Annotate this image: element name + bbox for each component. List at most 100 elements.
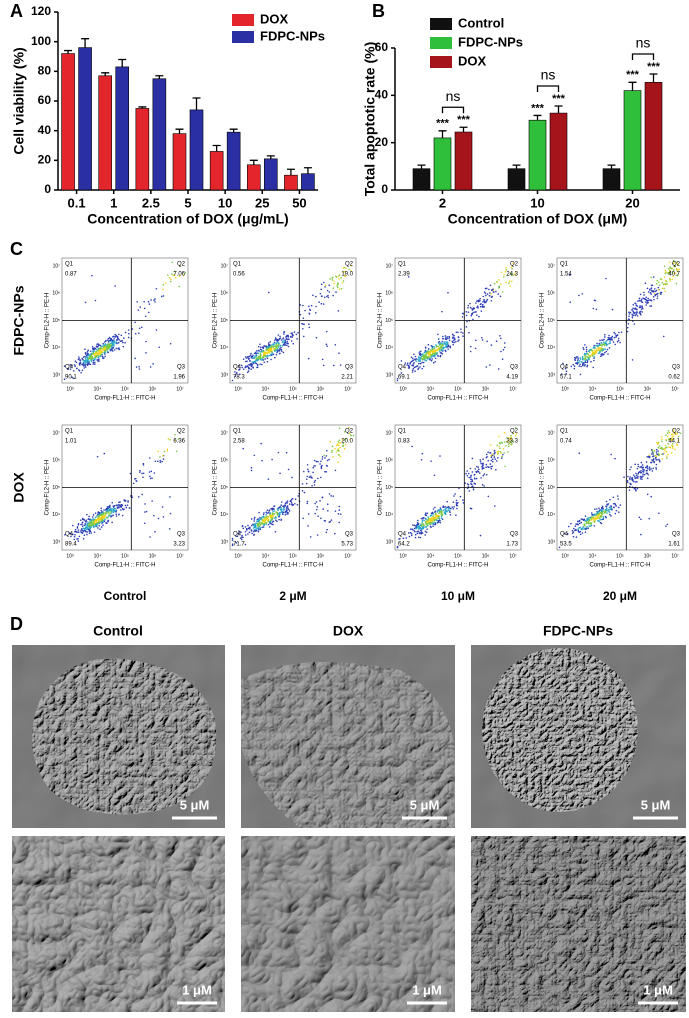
- event-dot: [639, 293, 642, 296]
- event-dot: [116, 339, 118, 342]
- event-dot: [86, 524, 88, 526]
- event-dot: [675, 262, 677, 265]
- event-dot: [286, 500, 289, 502]
- event-dot: [162, 295, 165, 297]
- error-bar: [81, 38, 90, 48]
- event-dot: [266, 512, 268, 514]
- error-bar: [175, 128, 184, 134]
- event-dot: [103, 347, 105, 349]
- event-dot: [641, 311, 644, 313]
- event-dot: [616, 340, 619, 343]
- event-dot: [441, 346, 443, 349]
- event-dot: [462, 335, 464, 337]
- event-dot: [563, 532, 566, 535]
- event-dot: [315, 312, 317, 314]
- event-dot: [74, 365, 77, 367]
- event-dot: [607, 353, 609, 355]
- event-dot: [265, 352, 268, 354]
- event-dot: [148, 311, 150, 314]
- event-dot: [664, 290, 666, 293]
- event-dot: [263, 361, 266, 364]
- event-dot: [82, 527, 85, 530]
- x-axis-label: Comp-FL1-H :: FITC-H: [589, 563, 650, 569]
- event-dot: [145, 510, 148, 513]
- y-tick-label: 10⁶: [385, 291, 393, 297]
- event-dot: [344, 267, 347, 269]
- event-dot: [254, 361, 257, 363]
- event-dot: [511, 280, 513, 283]
- event-dot: [94, 356, 96, 359]
- event-dot: [439, 521, 442, 524]
- event-dot: [127, 336, 130, 339]
- event-dot: [118, 339, 121, 341]
- event-dot: [652, 295, 655, 298]
- event-dot: [413, 529, 415, 532]
- event-dot: [471, 457, 474, 460]
- event-dot: [490, 466, 492, 468]
- event-dot: [601, 513, 603, 515]
- y-axis-label: Comp-FL2-H :: PE-H: [213, 293, 219, 349]
- event-dot: [157, 450, 160, 453]
- event-dot: [475, 339, 477, 342]
- event-dot: [494, 458, 497, 461]
- event-dot: [100, 351, 102, 354]
- event-dot: [653, 450, 656, 452]
- event-dot: [119, 505, 122, 508]
- event-dot: [597, 349, 600, 351]
- event-dot: [259, 357, 262, 359]
- column-label: 2 μM: [279, 589, 306, 603]
- event-dot: [453, 334, 455, 337]
- event-dot: [445, 342, 448, 344]
- event-dot: [314, 479, 317, 482]
- event-dot: [585, 522, 588, 525]
- y-tick-label: 10⁵: [220, 318, 228, 324]
- quadrant-name: Q3: [672, 532, 681, 538]
- event-dot: [436, 519, 438, 522]
- event-dot: [284, 504, 286, 507]
- event-dot: [578, 452, 581, 455]
- event-dot: [452, 339, 455, 342]
- event-dot: [99, 344, 102, 347]
- flow-plot: [61, 424, 189, 551]
- event-dot: [421, 532, 424, 534]
- event-dot: [593, 344, 595, 347]
- event-dot: [88, 523, 91, 526]
- event-dot: [148, 471, 151, 473]
- event-dot: [601, 508, 604, 511]
- event-dot: [421, 518, 424, 520]
- event-dot: [479, 297, 481, 300]
- event-dot: [283, 507, 285, 510]
- event-dot: [503, 452, 505, 454]
- event-dot: [134, 321, 136, 324]
- event-dot: [400, 372, 403, 374]
- column-label: 10 μM: [441, 589, 475, 603]
- quadrant-value: 6.36: [173, 439, 185, 445]
- sem-cell: [241, 662, 455, 828]
- event-dot: [649, 291, 652, 294]
- event-dot: [277, 344, 280, 347]
- event-dot: [417, 527, 419, 529]
- event-dot: [153, 472, 156, 474]
- event-dot: [580, 361, 582, 363]
- sem-image: [12, 836, 225, 1012]
- event-dot: [444, 335, 447, 337]
- event-dot: [313, 459, 316, 462]
- event-dot: [162, 458, 165, 460]
- event-dot: [419, 350, 422, 353]
- event-dot: [421, 353, 423, 356]
- event-dot: [105, 508, 108, 511]
- event-dot: [84, 355, 86, 358]
- event-dot: [595, 351, 598, 353]
- event-dot: [83, 519, 86, 521]
- event-dot: [432, 525, 434, 527]
- event-dot: [614, 333, 617, 335]
- event-dot: [110, 348, 113, 351]
- event-dot: [239, 537, 242, 539]
- event-dot: [579, 526, 581, 529]
- event-dot: [94, 520, 96, 522]
- event-dot: [247, 358, 250, 360]
- event-dot: [308, 308, 311, 311]
- event-dot: [296, 338, 298, 340]
- event-dot: [138, 365, 140, 368]
- event-dot: [479, 534, 482, 537]
